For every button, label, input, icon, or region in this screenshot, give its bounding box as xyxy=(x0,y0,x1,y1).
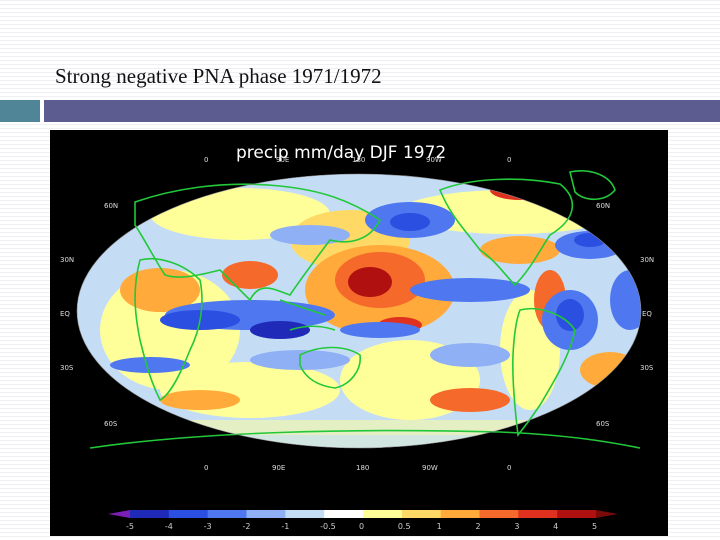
colorbar-segment xyxy=(246,510,286,518)
map-disc xyxy=(77,174,641,448)
colorbar-segment xyxy=(324,510,364,518)
bottom-lon-label: 0 xyxy=(204,464,208,472)
colorbar-segment xyxy=(518,510,558,518)
left-lat-label: 30N xyxy=(60,256,74,264)
bottom-lon-label: 0 xyxy=(507,464,511,472)
colorbar xyxy=(108,510,618,518)
top-lon-label: 90W xyxy=(426,156,442,164)
colorbar-label: 0.5 xyxy=(398,522,411,531)
right-lat-label: 60N xyxy=(596,202,610,210)
colorbar-segment xyxy=(130,510,170,518)
colorbar-label: 2 xyxy=(476,522,481,531)
right-lat-label: 60S xyxy=(596,420,610,428)
top-lon-label: 180 xyxy=(352,156,365,164)
colorbar-labels: -5 -4 -3 -2 -1 -0.5 0 0.5 1 2 3 4 5 xyxy=(126,522,597,531)
colorbar-segment xyxy=(557,510,597,518)
colorbar-label: -0.5 xyxy=(320,522,336,531)
top-lon-label: 90E xyxy=(276,156,289,164)
header-bar-teal xyxy=(0,100,40,122)
bottom-lon-label: 90E xyxy=(272,464,285,472)
colorbar-label: -2 xyxy=(243,522,251,531)
right-lat-label: 30S xyxy=(640,364,654,372)
colorbar-segment xyxy=(168,510,209,518)
map-title: precip mm/day DJF 1972 xyxy=(236,143,446,163)
colorbar-label: -3 xyxy=(204,522,212,531)
colorbar-label: 3 xyxy=(514,522,519,531)
colorbar-label: -5 xyxy=(126,522,134,531)
colorbar-label: 1 xyxy=(437,522,442,531)
left-lat-label: 30S xyxy=(60,364,74,372)
colorbar-label: 4 xyxy=(553,522,558,531)
map-frame: precip mm/day DJF 1972 xyxy=(50,130,668,536)
right-lat-label: EQ xyxy=(642,310,652,318)
colorbar-extend-high xyxy=(596,510,618,518)
colorbar-extend-low xyxy=(108,510,130,518)
colorbar-label: -4 xyxy=(165,522,173,531)
colorbar-segment xyxy=(440,510,480,518)
colorbar-label: -1 xyxy=(281,522,289,531)
colorbar-segment xyxy=(285,510,325,518)
coastlines xyxy=(89,170,641,449)
colorbar-segment xyxy=(401,510,442,518)
right-lat-label: 30N xyxy=(640,256,654,264)
slide-title: Strong negative PNA phase 1971/1972 xyxy=(55,64,382,88)
header-bar-purple xyxy=(44,100,720,122)
bottom-lon-label: 180 xyxy=(356,464,369,472)
colorbar-segment xyxy=(479,510,519,518)
colorbar-segment xyxy=(363,510,403,518)
bottom-lon-label: 90W xyxy=(422,464,438,472)
colorbar-label: 0 xyxy=(359,522,364,531)
colorbar-label: 5 xyxy=(592,522,597,531)
header-bar-gap xyxy=(40,100,44,122)
precip-map: precip mm/day DJF 1972 xyxy=(60,143,654,531)
left-lat-label: 60S xyxy=(104,420,118,428)
top-lon-label: 0 xyxy=(507,156,511,164)
top-lon-label: 0 xyxy=(204,156,208,164)
map-border xyxy=(76,173,642,449)
colorbar-segment xyxy=(207,510,247,518)
left-lat-label: EQ xyxy=(60,310,70,318)
left-lat-label: 60N xyxy=(104,202,118,210)
